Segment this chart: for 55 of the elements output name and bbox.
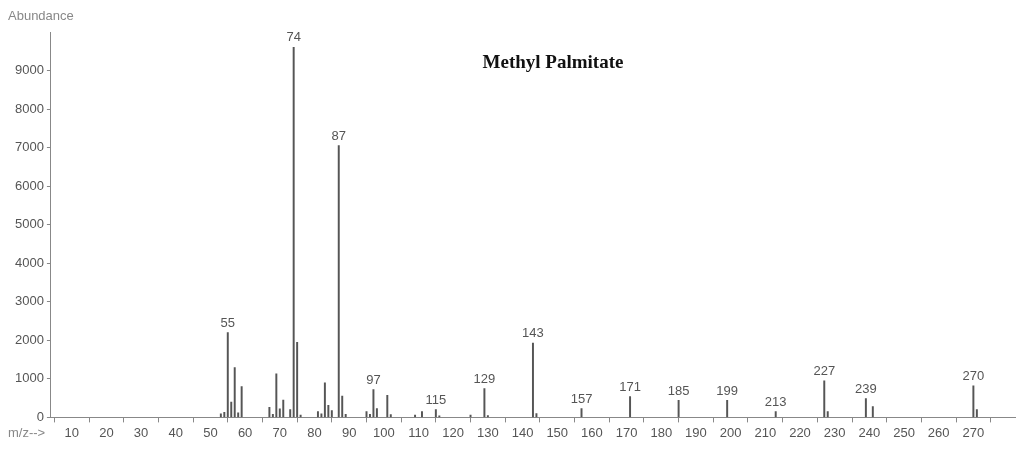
annotation: 171: [619, 378, 641, 394]
y-tick-label: 9000: [15, 62, 44, 78]
x-tick-label: 150: [546, 424, 569, 440]
x-tick-label: 80: [307, 424, 322, 440]
y-tick-label: 3000: [15, 293, 44, 309]
annotation: 213: [764, 393, 787, 409]
y-tick-label: 8000: [15, 100, 44, 116]
x-tick-label: 230: [823, 424, 846, 440]
y-tick-label: 6000: [15, 177, 44, 193]
x-tick-label: 240: [858, 424, 881, 440]
x-tick-label: 160: [581, 424, 603, 440]
x-tick-label: 120: [442, 424, 465, 440]
text: Methyl Palmitate: [482, 51, 624, 73]
x-tick-label: 210: [754, 424, 777, 440]
x-tick-label: 20: [99, 424, 114, 440]
annotation: 143: [522, 325, 544, 341]
annotation: 74: [286, 29, 301, 45]
x-tick-label: 50: [203, 424, 218, 440]
x-tick-label: 270: [962, 424, 985, 440]
y-tick-label: 4000: [15, 254, 44, 270]
y-tick-label: 7000: [15, 139, 44, 155]
annotation: 97: [366, 371, 381, 387]
annotation: 87: [331, 127, 346, 143]
annotation: 185: [667, 382, 690, 398]
x-tick-label: 90: [341, 424, 357, 440]
y-tick-label: 0: [36, 408, 44, 424]
x-tick-label: 130: [477, 424, 499, 440]
x-tick-label: 170: [615, 424, 638, 440]
annotation: 157: [570, 390, 593, 406]
annotation: 55: [220, 314, 236, 330]
x-tick-label: 10: [64, 424, 79, 440]
y-tick-label: 1000: [15, 370, 44, 386]
annotation: 199: [716, 382, 739, 398]
x-axis-title: m/z-->: [8, 425, 46, 441]
y-tick-label: 2000: [15, 331, 44, 347]
x-tick-label: 250: [893, 424, 915, 440]
annotation: 129: [473, 370, 496, 386]
x-tick-label: 70: [272, 424, 288, 440]
x-tick-label: 190: [685, 424, 707, 440]
x-tick-label: 220: [789, 424, 811, 440]
x-tick-label: 260: [927, 424, 950, 440]
x-tick-label: 40: [168, 424, 183, 440]
x-tick-label: 200: [719, 424, 742, 440]
x-tick-label: 60: [237, 424, 253, 440]
x-tick-label: 180: [650, 424, 673, 440]
x-tick-label: 140: [511, 424, 534, 440]
annotation: 227: [813, 362, 836, 378]
x-tick-label: 100: [372, 424, 395, 440]
annotation: 115: [425, 391, 447, 407]
annotation: 270: [962, 367, 985, 383]
y-tick-label: 5000: [15, 216, 44, 232]
x-tick-label: 110: [408, 424, 429, 440]
y-axis-title: Abundance: [8, 8, 74, 24]
annotation: 239: [855, 380, 877, 396]
x-tick-label: 30: [133, 424, 149, 440]
